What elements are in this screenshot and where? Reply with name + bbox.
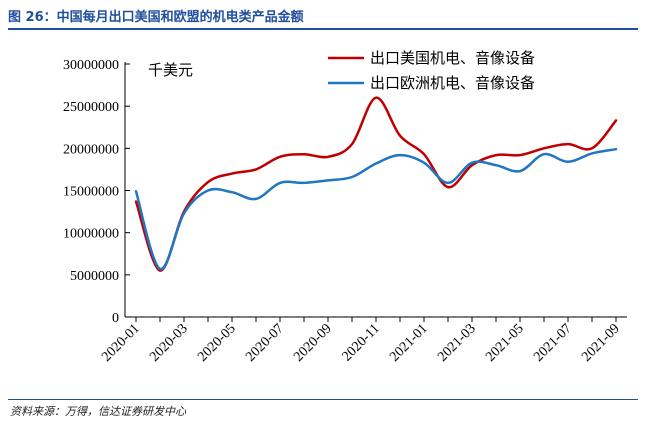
- x-tick-label: 2021-01: [387, 321, 431, 365]
- source-note: 资料来源：万得，信达证券研发中心: [10, 405, 186, 418]
- title-divider: [8, 28, 638, 30]
- legend-label: 出口欧洲机电、音像设备: [370, 74, 535, 92]
- y-tick-label: 30000000: [63, 58, 119, 73]
- footer-divider: [8, 399, 638, 400]
- x-tick-label: 2020-09: [291, 321, 335, 365]
- x-tick-label: 2021-09: [579, 321, 623, 365]
- x-tick-label: 2021-07: [531, 321, 575, 365]
- axes: 0 5000000 10000000 15000000 20000000 25000000…: [63, 58, 627, 365]
- y-tick-label: 0: [112, 311, 119, 326]
- y-tick-label: 5000000: [70, 269, 119, 284]
- series-line-2: [134, 147, 618, 271]
- series-lines: [134, 96, 618, 272]
- legend-label: 出口美国机电、音像设备: [370, 49, 535, 67]
- x-tick-label: 2020-01: [99, 321, 143, 365]
- y-tick-label: 20000000: [63, 142, 119, 157]
- x-tick-label: 2020-05: [195, 321, 239, 365]
- figure-title: 图 26：中国每月出口美国和欧盟的机电类产品金额: [8, 10, 304, 25]
- x-tick-label: 2021-03: [435, 321, 479, 365]
- x-tick-label: 2021-05: [483, 321, 527, 365]
- unit-label: 千美元: [148, 61, 193, 79]
- y-tick-label: 15000000: [63, 185, 119, 200]
- x-tick-label: 2020-11: [340, 321, 383, 364]
- y-tick-label: 10000000: [63, 227, 119, 242]
- series-line-1: [134, 96, 618, 272]
- y-tick-label: 25000000: [63, 100, 119, 115]
- x-tick-label: 2020-03: [147, 321, 191, 365]
- x-tick-label: 2020-07: [243, 321, 287, 365]
